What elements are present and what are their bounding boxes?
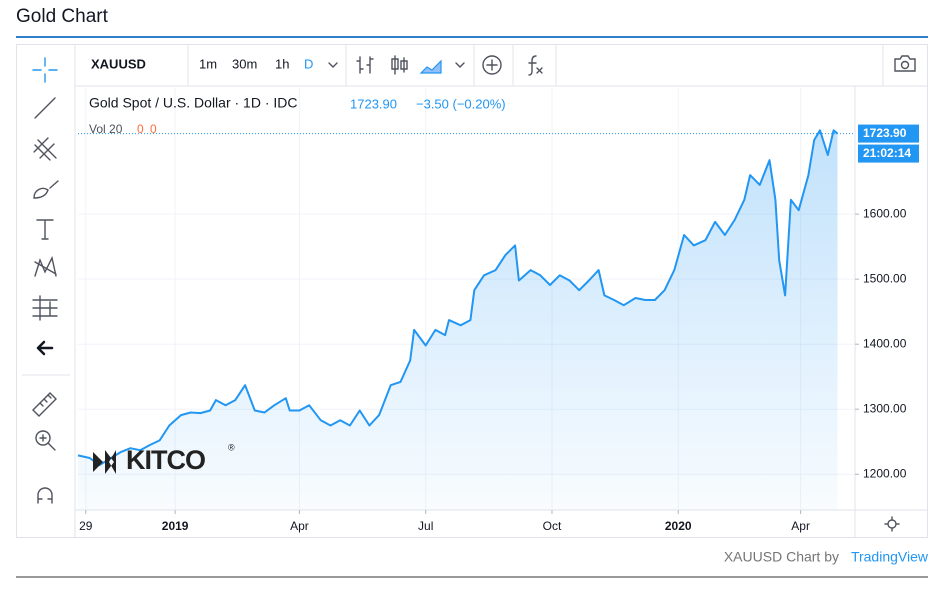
candles-icon[interactable] [391,55,408,75]
plot [77,88,855,511]
symbol[interactable]: XAUUSD [91,56,146,71]
countdown-badge [858,144,919,163]
area-fill [78,130,838,511]
magnet-tool[interactable] [37,487,53,504]
interval[interactable]: 30m [232,56,257,71]
interval-dropdown[interactable] [328,62,338,68]
y-tick-label: 1200.00 [863,466,907,480]
volume-value: 0 [137,122,144,136]
x-tick-label: Jul [418,519,433,533]
interval-active[interactable]: D [304,56,313,71]
watermark-mark: ® [228,442,235,452]
settings-icon[interactable] [887,519,897,529]
x-tick-label: Apr [290,519,309,533]
countdown-label: 21:02:14 [863,146,911,160]
interval[interactable]: 1h [275,56,289,71]
bars-icon[interactable] [356,56,374,74]
x-tick-label: 29 [79,519,93,533]
zoom-tool[interactable] [35,430,51,446]
fib-tool[interactable] [33,137,57,161]
watermark-logo [93,450,116,474]
y-tick-label: 1400.00 [863,336,907,350]
page-title: Gold Chart [16,6,109,27]
volume-label: Vol 20 [89,122,123,136]
settings-icon[interactable] [884,516,900,532]
compare-icon[interactable] [486,59,498,71]
brush-tool[interactable] [33,180,59,199]
x-tick-label: Apr [791,519,810,533]
interval[interactable]: 1m [199,56,217,71]
y-tick-label: 1300.00 [863,401,907,415]
area-icon[interactable] [419,59,442,74]
ruler-tool[interactable] [32,392,57,417]
x-tick-label: Oct [543,519,562,533]
y-tick-label: 1500.00 [863,271,907,285]
chart-type-dropdown[interactable] [455,62,465,68]
x-tick-label: 2020 [665,519,692,533]
text-tool[interactable] [36,219,54,240]
trend-line-tool[interactable] [34,97,56,119]
snapshot-icon[interactable] [900,60,910,70]
last-price-label: 1723.90 [863,126,907,140]
watermark: KITCO [126,445,205,475]
forecast-tool[interactable] [32,295,58,321]
x-tick-label: 2019 [162,519,189,533]
zoom-tool[interactable] [39,434,56,451]
indicators-icon[interactable] [528,55,543,76]
footer-link[interactable]: TradingView [851,549,929,565]
footer-text: XAUUSD Chart by [724,549,839,565]
legend-change: −3.50 (−0.20%) [416,96,506,111]
price-line [77,129,839,467]
pattern-tool[interactable] [34,255,57,277]
legend-last: 1723.90 [350,96,397,111]
last-price-badge [858,124,919,143]
y-tick-label: 1600.00 [863,206,907,220]
volume-value: 0 [150,122,157,136]
snapshot-icon[interactable] [894,55,916,72]
crosshair-tool[interactable] [32,57,58,83]
compare-icon[interactable] [482,55,502,75]
hide-toolbar[interactable] [36,340,54,356]
legend-title: Gold Spot / U.S. Dollar · 1D · IDC [89,95,298,111]
